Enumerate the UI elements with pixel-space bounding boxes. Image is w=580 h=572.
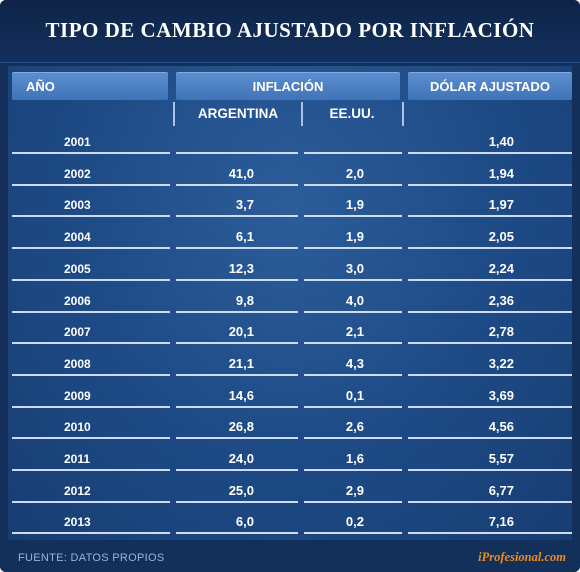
usa-inflation-cell: 1,9	[304, 193, 402, 218]
year-cell: 2008	[12, 352, 170, 376]
adjusted-dollar-cell: 6,77	[408, 479, 572, 503]
page-title: TIPO DE CAMBIO AJUSTADO POR INFLACIÓN	[45, 18, 535, 42]
year-cell: 2012	[12, 479, 170, 503]
usa-inflation-cell: 4,0	[304, 289, 402, 313]
header-inflation: INFLACIÓN	[176, 72, 400, 100]
year-cell: 2001	[12, 130, 170, 154]
table-row: 2007 20,1 2,1 2,78	[0, 320, 580, 352]
year-cell: 2004	[12, 225, 170, 250]
usa-inflation-cell	[304, 130, 402, 154]
adjusted-dollar-cell: 4,56	[408, 415, 572, 440]
argentina-inflation-cell: 20,1	[176, 320, 298, 345]
year-cell: 2010	[12, 415, 170, 440]
adjusted-dollar-cell: 1,94	[408, 162, 572, 186]
argentina-inflation-cell: 3,7	[176, 193, 298, 218]
table-row: 2001 1,40	[0, 130, 580, 162]
usa-inflation-cell: 0,1	[304, 384, 402, 408]
argentina-inflation-cell: 12,3	[176, 257, 298, 281]
year-cell: 2005	[12, 257, 170, 281]
usa-inflation-cell: 4,3	[304, 352, 402, 376]
table-row: 2009 14,6 0,1 3,69	[0, 384, 580, 416]
header-adjusted-dollar: DÓLAR AJUSTADO	[408, 72, 572, 100]
table-row: 2012 25,0 2,9 6,77	[0, 479, 580, 511]
table-row: 2003 3,7 1,9 1,97	[0, 193, 580, 225]
column-divider	[402, 102, 404, 126]
adjusted-dollar-cell: 2,36	[408, 289, 572, 313]
table-row: 2008 21,1 4,3 3,22	[0, 352, 580, 384]
footer	[0, 542, 580, 572]
adjusted-dollar-cell: 2,78	[408, 320, 572, 345]
usa-inflation-cell: 2,9	[304, 479, 402, 503]
argentina-inflation-cell: 14,6	[176, 384, 298, 408]
usa-inflation-cell: 0,2	[304, 510, 402, 535]
adjusted-dollar-cell: 1,97	[408, 193, 572, 218]
argentina-inflation-cell: 6,1	[176, 225, 298, 250]
argentina-inflation-cell: 41,0	[176, 162, 298, 186]
table-panel	[8, 66, 572, 540]
table-row: 2002 41,0 2,0 1,94	[0, 162, 580, 194]
source-note: FUENTE: DATOS PROPIOS	[18, 552, 165, 564]
usa-inflation-cell: 3,0	[304, 257, 402, 281]
title-band: TIPO DE CAMBIO AJUSTADO POR INFLACIÓN	[0, 0, 580, 63]
adjusted-dollar-cell: 2,05	[408, 225, 572, 250]
table-row: 2013 6,0 0,2 7,16	[0, 510, 580, 542]
argentina-inflation-cell: 21,1	[176, 352, 298, 376]
subheader-argentina: ARGENTINA	[197, 105, 279, 121]
argentina-inflation-cell: 6,0	[176, 510, 298, 535]
usa-inflation-cell: 2,6	[304, 415, 402, 440]
year-cell: 2009	[12, 384, 170, 408]
year-cell: 2002	[12, 162, 170, 186]
argentina-inflation-cell	[176, 130, 298, 154]
adjusted-dollar-cell: 3,22	[408, 352, 572, 376]
usa-inflation-cell: 2,0	[304, 162, 402, 186]
table-row: 2005 12,3 3,0 2,24	[0, 257, 580, 289]
table-row: 2010 26,8 2,6 4,56	[0, 415, 580, 447]
usa-inflation-cell: 2,1	[304, 320, 402, 345]
argentina-inflation-cell: 25,0	[176, 479, 298, 503]
table-row: 2006 9,8 4,0 2,36	[0, 289, 580, 321]
year-cell: 2007	[12, 320, 170, 345]
year-cell: 2013	[12, 510, 170, 535]
header-year: AÑO	[12, 72, 168, 100]
argentina-inflation-cell: 9,8	[176, 289, 298, 313]
column-divider	[301, 102, 303, 126]
year-cell: 2011	[12, 447, 170, 471]
table-row: 2011 24,0 1,6 5,57	[0, 447, 580, 479]
argentina-inflation-cell: 26,8	[176, 415, 298, 440]
adjusted-dollar-cell: 1,40	[408, 130, 572, 154]
usa-inflation-cell: 1,9	[304, 225, 402, 250]
brand-logo: iProfesional.com	[478, 550, 566, 564]
column-divider	[173, 102, 175, 126]
adjusted-dollar-cell: 2,24	[408, 257, 572, 281]
adjusted-dollar-cell: 7,16	[408, 510, 572, 535]
adjusted-dollar-cell: 5,57	[408, 447, 572, 471]
year-cell: 2003	[12, 193, 170, 218]
argentina-inflation-cell: 24,0	[176, 447, 298, 471]
usa-inflation-cell: 1,6	[304, 447, 402, 471]
adjusted-dollar-cell: 3,69	[408, 384, 572, 408]
year-cell: 2006	[12, 289, 170, 313]
table-row: 2004 6,1 1,9 2,05	[0, 225, 580, 257]
subheader-usa: EE.UU.	[329, 105, 375, 121]
